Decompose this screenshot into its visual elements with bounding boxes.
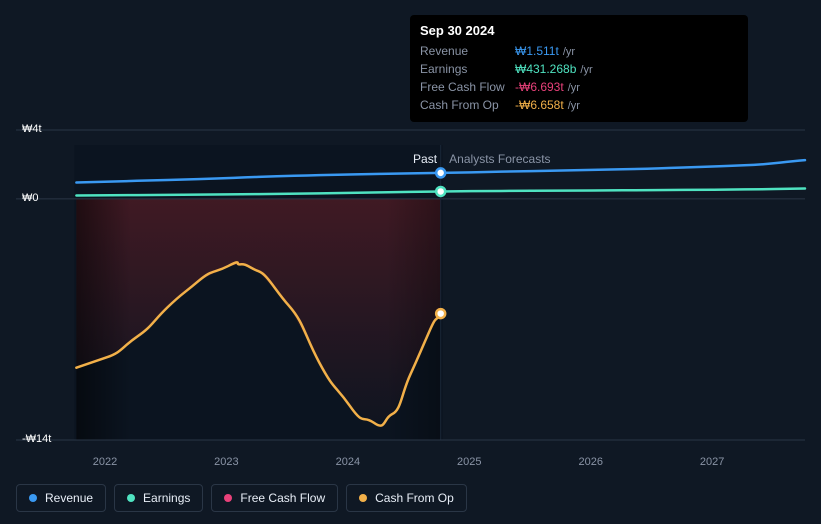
legend-item[interactable]: Free Cash Flow [211,484,338,512]
tooltip-metric-unit: /yr [568,100,580,112]
tooltip-row: Cash From Op-₩6.658t/yr [420,96,738,114]
legend-label: Free Cash Flow [240,491,325,505]
tooltip-row: Free Cash Flow-₩6.693t/yr [420,78,738,96]
tooltip-metric-label: Earnings [420,62,515,76]
x-axis-label: 2027 [700,456,724,468]
chart-legend: Revenue Earnings Free Cash Flow Cash From O… [16,484,467,512]
x-axis-label: 2026 [578,456,602,468]
x-axis-label: 2023 [214,456,238,468]
legend-item[interactable]: Earnings [114,484,203,512]
legend-dot-icon [29,494,37,502]
chart-tooltip: Sep 30 2024 Revenue₩1.511t/yrEarnings₩43… [410,15,748,122]
legend-dot-icon [224,494,232,502]
tooltip-metric-label: Free Cash Flow [420,80,515,94]
tooltip-metric-value: -₩6.658t [515,98,564,112]
tooltip-row: Revenue₩1.511t/yr [420,42,738,60]
x-axis-label: 2022 [93,456,117,468]
tooltip-date: Sep 30 2024 [420,23,738,38]
legend-item[interactable]: Revenue [16,484,106,512]
legend-dot-icon [127,494,135,502]
legend-label: Revenue [45,491,93,505]
legend-label: Earnings [143,491,190,505]
tooltip-row: Earnings₩431.268b/yr [420,60,738,78]
tooltip-metric-value: -₩6.693t [515,80,564,94]
y-axis-label: -₩14t [22,433,51,445]
y-axis-label: ₩0 [22,192,39,204]
section-label: Past [413,152,437,166]
legend-dot-icon [359,494,367,502]
x-axis-label: 2025 [457,456,481,468]
financials-chart: ₩4t₩0-₩14t PastAnalysts Forecasts 202220… [16,120,805,460]
tooltip-metric-label: Cash From Op [420,98,515,112]
tooltip-metric-unit: /yr [580,64,592,76]
y-axis-label: ₩4t [22,123,42,135]
tooltip-metric-unit: /yr [563,46,575,58]
tooltip-metric-value: ₩431.268b [515,62,576,76]
tooltip-metric-label: Revenue [420,44,515,58]
legend-item[interactable]: Cash From Op [346,484,467,512]
tooltip-metric-unit: /yr [568,82,580,94]
section-label: Analysts Forecasts [449,152,550,166]
tooltip-metric-value: ₩1.511t [515,44,559,58]
legend-label: Cash From Op [375,491,454,505]
x-axis-label: 2024 [336,456,360,468]
